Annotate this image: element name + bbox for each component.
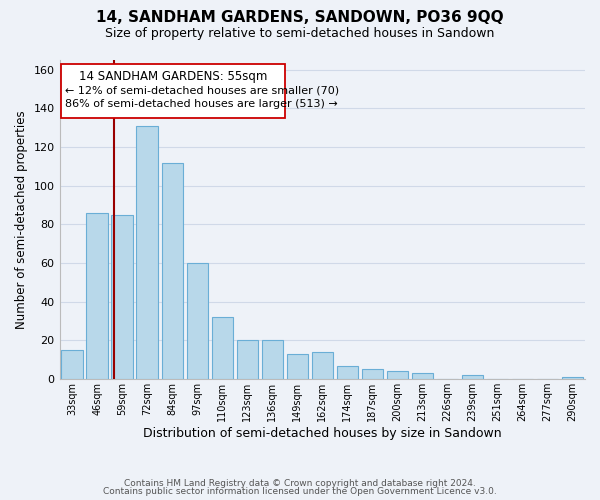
Bar [236, 340, 258, 379]
Bar [136, 126, 158, 379]
X-axis label: Distribution of semi-detached houses by size in Sandown: Distribution of semi-detached houses by … [143, 427, 502, 440]
Text: Contains HM Land Registry data © Crown copyright and database right 2024.: Contains HM Land Registry data © Crown c… [124, 478, 476, 488]
Bar [337, 366, 358, 379]
Bar [362, 370, 383, 379]
Text: 14, SANDHAM GARDENS, SANDOWN, PO36 9QQ: 14, SANDHAM GARDENS, SANDOWN, PO36 9QQ [96, 10, 504, 25]
Text: 14 SANDHAM GARDENS: 55sqm: 14 SANDHAM GARDENS: 55sqm [79, 70, 267, 82]
Bar [262, 340, 283, 379]
Bar [212, 318, 233, 379]
Bar [86, 213, 108, 379]
Text: Size of property relative to semi-detached houses in Sandown: Size of property relative to semi-detach… [106, 28, 494, 40]
Bar [387, 372, 408, 379]
Bar [187, 263, 208, 379]
Bar [161, 162, 183, 379]
Text: 86% of semi-detached houses are larger (513) →: 86% of semi-detached houses are larger (… [65, 98, 337, 108]
Bar [462, 376, 483, 379]
Bar [61, 350, 83, 379]
Bar [311, 352, 333, 379]
Bar [61, 64, 285, 118]
Bar [112, 214, 133, 379]
Text: ← 12% of semi-detached houses are smaller (70): ← 12% of semi-detached houses are smalle… [65, 85, 338, 95]
Bar [412, 374, 433, 379]
Bar [287, 354, 308, 379]
Bar [562, 377, 583, 379]
Y-axis label: Number of semi-detached properties: Number of semi-detached properties [15, 110, 28, 329]
Text: Contains public sector information licensed under the Open Government Licence v3: Contains public sector information licen… [103, 487, 497, 496]
